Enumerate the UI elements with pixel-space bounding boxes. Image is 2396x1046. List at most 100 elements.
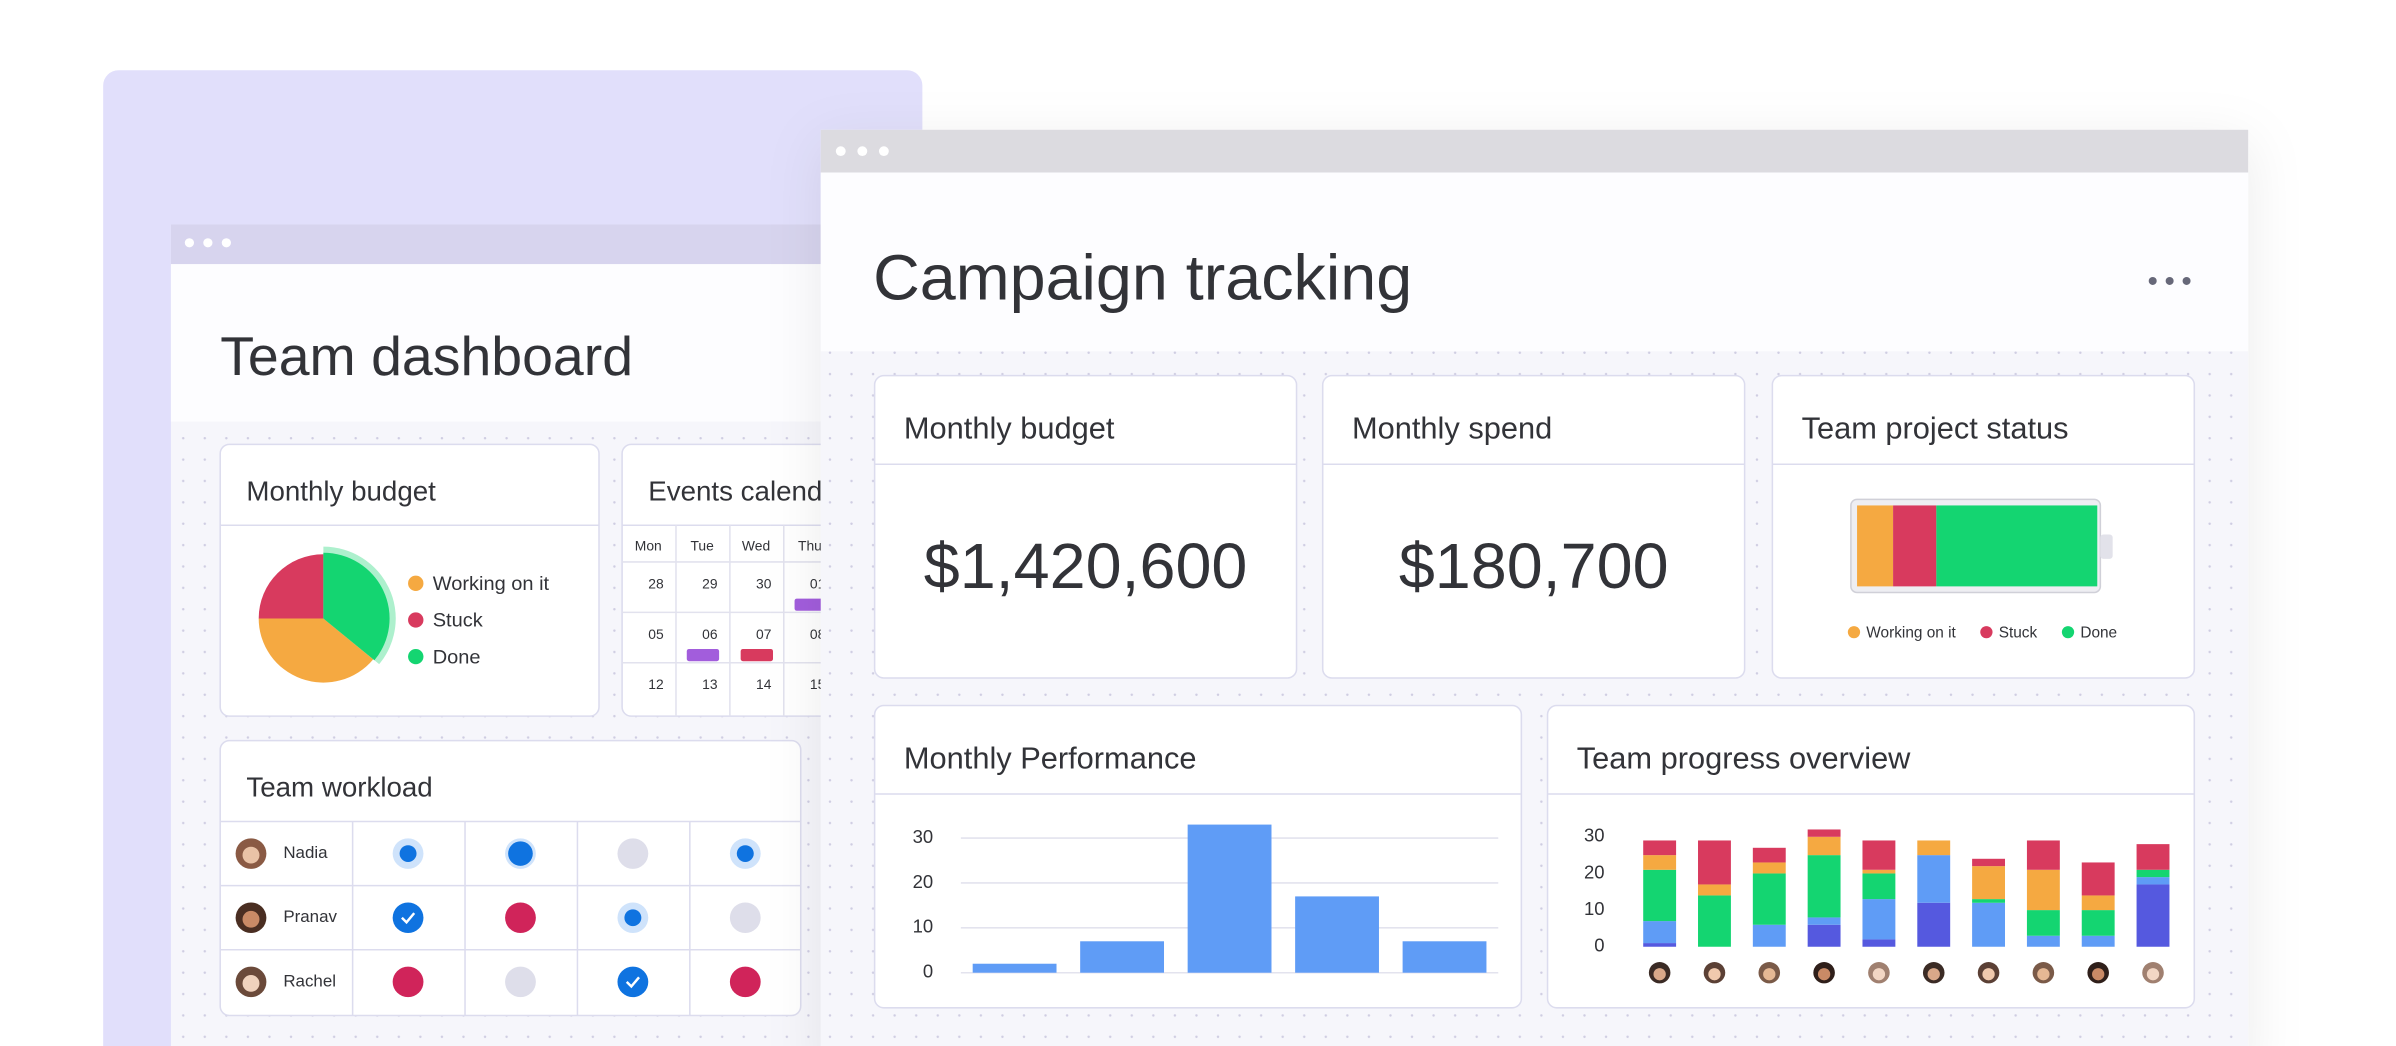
bar-segment	[1862, 939, 1896, 947]
calendar-date: 28	[648, 577, 664, 592]
calendar-date: 29	[702, 577, 718, 592]
card	[873, 374, 1298, 679]
avatar-face	[1653, 968, 1666, 981]
bar-segment	[1807, 924, 1841, 947]
card-title: Monthly budget	[246, 476, 436, 507]
bar-segment	[1972, 866, 2006, 900]
bar-segment	[1698, 840, 1731, 885]
y-tick-label: 10	[1584, 898, 1605, 919]
card-title: Team workload	[246, 772, 432, 803]
weekday-label: Tue	[690, 538, 714, 553]
y-tick-label: 0	[923, 961, 933, 982]
calendar-date: 12	[648, 677, 663, 692]
y-tick-label: 0	[1594, 935, 1604, 956]
calendar-date: 14	[756, 677, 772, 692]
avatar-face	[1982, 968, 1995, 981]
legend-label: Done	[2080, 625, 2117, 642]
status-dot	[392, 966, 424, 998]
calendar-date: 07	[756, 627, 771, 642]
menu-dot	[2182, 276, 2191, 285]
bar-segment	[2026, 869, 2060, 911]
card-title: Team progress overview	[1577, 742, 1911, 776]
legend-swatch	[408, 648, 424, 665]
weekday-label: Wed	[742, 538, 770, 553]
y-tick-label: 10	[913, 916, 934, 937]
status-segment	[1857, 505, 1894, 587]
calendar-event	[740, 648, 774, 662]
title-bar	[170, 224, 849, 265]
bar-segment	[2136, 869, 2170, 878]
y-tick-label: 30	[1584, 825, 1605, 846]
avatar-face	[1817, 968, 1831, 981]
bar-segment	[1752, 924, 1786, 947]
bar	[1295, 896, 1379, 973]
y-tick-label: 30	[913, 826, 934, 847]
bar-segment	[1643, 840, 1677, 856]
calendar-date: 06	[702, 627, 718, 642]
bar-segment	[2026, 840, 2060, 870]
bar-segment	[1807, 855, 1841, 918]
card-title: Events calendar	[648, 476, 847, 507]
bar-segment	[1862, 873, 1896, 900]
pie-slice	[323, 552, 390, 661]
bar-segment	[1917, 902, 1951, 947]
bar-segment	[1752, 873, 1786, 925]
more-menu[interactable]	[2148, 276, 2191, 285]
status-check	[401, 912, 416, 925]
menu-dot	[2165, 276, 2174, 285]
bar-segment	[1862, 840, 1896, 870]
calendar-event	[686, 648, 720, 662]
avatar-face	[1708, 968, 1721, 981]
bar	[1187, 824, 1272, 973]
legend-swatch	[1980, 626, 1993, 639]
bar-segment	[2081, 895, 2115, 911]
avatar-face	[1872, 968, 1886, 981]
pie-slice	[258, 554, 324, 619]
bar-segment	[1807, 836, 1841, 856]
status-dot	[624, 909, 642, 927]
campaign-tracking-window: Campaign tracking Monthly budget $1,420,…	[820, 129, 2249, 1046]
window-dot	[857, 146, 868, 157]
weekday-label: Mon	[635, 538, 662, 553]
status-dot	[508, 841, 533, 866]
kpi-value: $180,700	[1399, 530, 1669, 602]
menu-dot	[2148, 276, 2157, 285]
avatar-face	[242, 910, 260, 928]
bar-segment	[1643, 869, 1677, 922]
avatar-face	[2146, 968, 2160, 981]
bar-segment	[1917, 855, 1951, 903]
legend-swatch	[1847, 626, 1861, 639]
dashboard-title: Campaign tracking	[873, 242, 1412, 314]
card-title: Monthly budget	[904, 412, 1115, 446]
bar-segment	[1698, 895, 1731, 947]
kpi-value: $1,420,600	[924, 530, 1248, 602]
avatar-face	[1927, 968, 1940, 981]
status-dot	[729, 966, 761, 998]
y-tick-label: 20	[1584, 861, 1605, 882]
bar-segment	[2081, 935, 2115, 947]
bar-segment	[1643, 855, 1677, 870]
legend-label: Stuck	[1999, 625, 2038, 642]
legend-swatch	[408, 612, 424, 628]
status-dot	[729, 902, 761, 934]
bar-segment	[1972, 858, 2006, 867]
bar-segment	[1917, 840, 1951, 856]
window-dot	[221, 238, 231, 248]
window-dot	[184, 238, 195, 248]
bar-segment	[1862, 869, 1896, 874]
status-check	[625, 976, 640, 989]
legend-swatch	[408, 575, 424, 591]
card-title: Team project status	[1802, 412, 2069, 446]
card	[1321, 374, 1746, 679]
bar-segment	[1807, 917, 1841, 925]
team-dashboard-window: Team dashboard Monthly budget Events cal…	[170, 224, 854, 1046]
card	[219, 739, 802, 1017]
legend-label: Done	[433, 646, 481, 668]
bar	[1080, 941, 1165, 973]
bar-segment	[1752, 862, 1786, 874]
battery-nub	[2100, 534, 2113, 559]
bar-segment	[1972, 899, 2006, 903]
